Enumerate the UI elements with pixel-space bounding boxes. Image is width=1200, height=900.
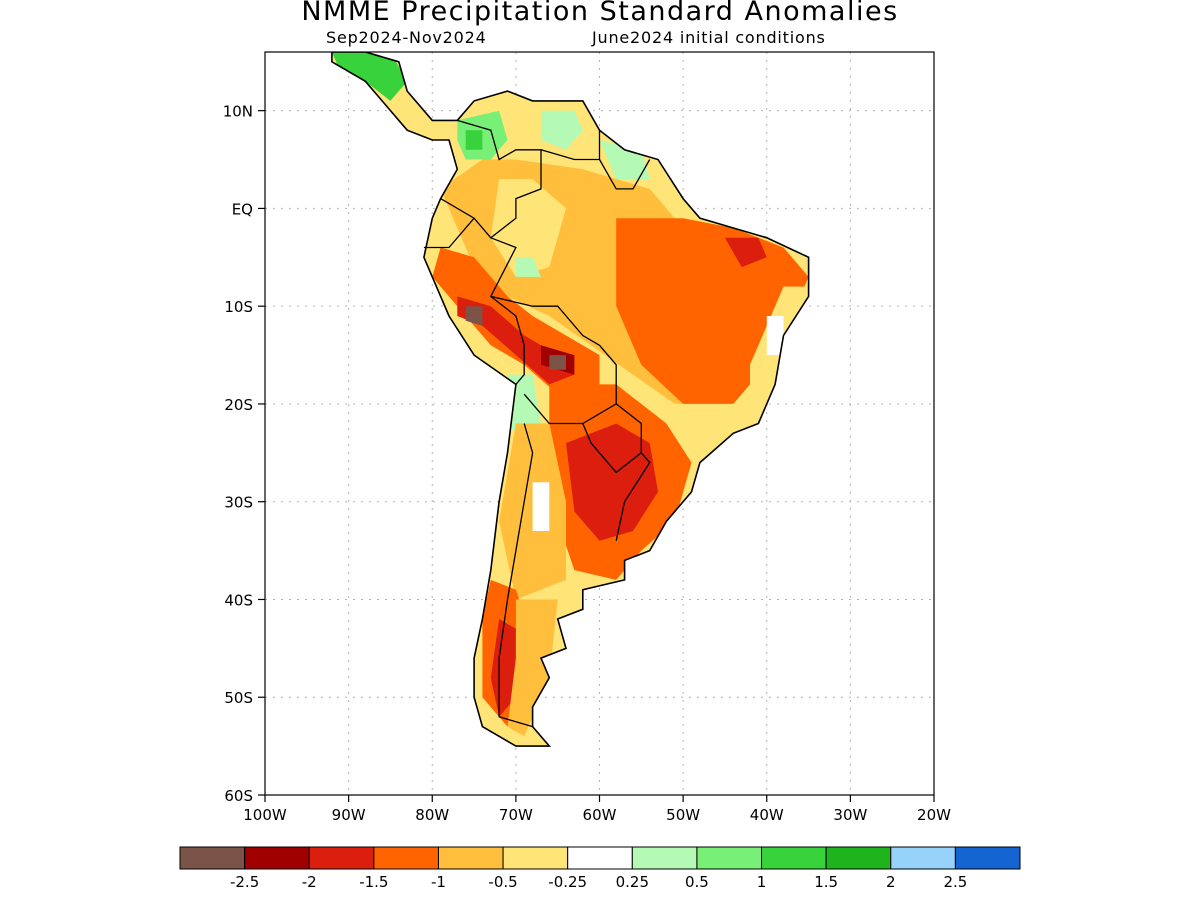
lon-tick-label: 40W	[750, 806, 784, 824]
map-title: NMME Precipitation Standard Anomalies	[301, 0, 899, 27]
colorbar-swatch	[825, 846, 892, 870]
anomaly-region-argentina-mixed	[499, 423, 566, 600]
anomaly-region-peru-max-2	[549, 355, 566, 370]
colorbar-label: -1.5	[359, 873, 388, 891]
latitude-axis: 10N EQ 10S 20S 30S 40S 50S 60S	[223, 103, 265, 805]
anomaly-region-patagonia-strong	[490, 619, 516, 717]
colorbar-label: 0.25	[616, 873, 649, 891]
colorbar-swatch	[631, 846, 698, 870]
colorbar-swatch	[567, 846, 633, 870]
lat-tick-label: 40S	[224, 591, 253, 609]
anomaly-layer	[331, 52, 809, 737]
country-border	[423, 217, 475, 249]
lon-tick-label: 20W	[917, 806, 951, 824]
colorbar-label: -0.25	[548, 873, 587, 891]
lon-tick-label: 80W	[415, 806, 449, 824]
anomaly-region-brazil-ne-strong	[724, 237, 767, 268]
anomaly-region-colombia-wet-core	[465, 130, 483, 150]
country-borders	[423, 119, 651, 728]
anomaly-region-paraguay-strong	[566, 423, 658, 541]
anomaly-region-patagonia-east	[507, 599, 558, 737]
anomaly-region-central-america-wet	[331, 52, 408, 101]
colorbar: -2.5 -2 -1.5 -1 -0.5 -0.25 0.25 0.5 1 1.5 2 2.5	[179, 846, 1021, 891]
country-border	[598, 159, 651, 190]
colorbar-label: -1	[431, 873, 446, 891]
colorbar-swatch	[244, 846, 310, 870]
colorbar-swatch	[954, 846, 1021, 870]
initial-conditions: June2024 initial conditions	[592, 28, 826, 47]
lon-tick-label: 100W	[243, 806, 287, 824]
lat-tick-label: 30S	[224, 494, 253, 512]
forecast-period: Sep2024-Nov2024	[326, 28, 487, 47]
lat-tick-label: 50S	[224, 689, 253, 707]
country-border	[540, 130, 601, 161]
anomaly-region-argentina-white	[532, 482, 550, 531]
lat-tick-label: 10S	[224, 298, 253, 316]
colorbar-label: 0.5	[685, 873, 709, 891]
country-border	[582, 403, 642, 474]
colorbar-swatch	[179, 846, 246, 870]
lon-tick-label: 90W	[332, 806, 366, 824]
lat-tick-label: 60S	[224, 787, 253, 805]
anomaly-region-amazon-near-normal	[490, 179, 566, 277]
colorbar-swatch	[308, 846, 375, 870]
lon-tick-label: 30W	[833, 806, 867, 824]
country-border	[489, 237, 525, 385]
colorbar-swatch	[761, 846, 827, 870]
colorbar-swatch	[890, 846, 956, 870]
longitude-axis: 100W 90W 80W 70W 60W 50W 40W 30W 20W	[243, 795, 951, 824]
colorbar-swatch	[437, 846, 504, 870]
country-border	[490, 295, 617, 425]
anomaly-region-venezuela-wet	[541, 110, 583, 150]
colorbar-label: 1.5	[814, 873, 838, 891]
colorbar-swatch	[696, 846, 763, 870]
country-border	[615, 452, 651, 541]
lat-tick-label: 10N	[223, 103, 253, 121]
lat-tick-label: EQ	[232, 200, 253, 218]
colorbar-label: 2.5	[943, 873, 967, 891]
lon-tick-label: 50W	[666, 806, 700, 824]
colorbar-swatch	[502, 846, 569, 870]
colorbar-label: 1	[757, 873, 767, 891]
anomaly-region-amazon-wet-patch	[515, 257, 541, 277]
colorbar-swatch	[373, 846, 439, 870]
country-border	[498, 423, 534, 728]
lat-tick-label: 20S	[224, 396, 253, 414]
colorbar-label: -2	[302, 873, 317, 891]
colorbar-label: 2	[886, 873, 896, 891]
lon-tick-label: 60W	[583, 806, 617, 824]
anomaly-region-peru-max-1	[465, 306, 483, 326]
country-border	[440, 119, 542, 239]
coastline	[331, 52, 810, 747]
colorbar-label: -2.5	[230, 873, 259, 891]
colorbar-label: -0.5	[488, 873, 517, 891]
anomaly-region-brazil-coast-white	[766, 316, 784, 356]
lon-tick-label: 70W	[499, 806, 533, 824]
